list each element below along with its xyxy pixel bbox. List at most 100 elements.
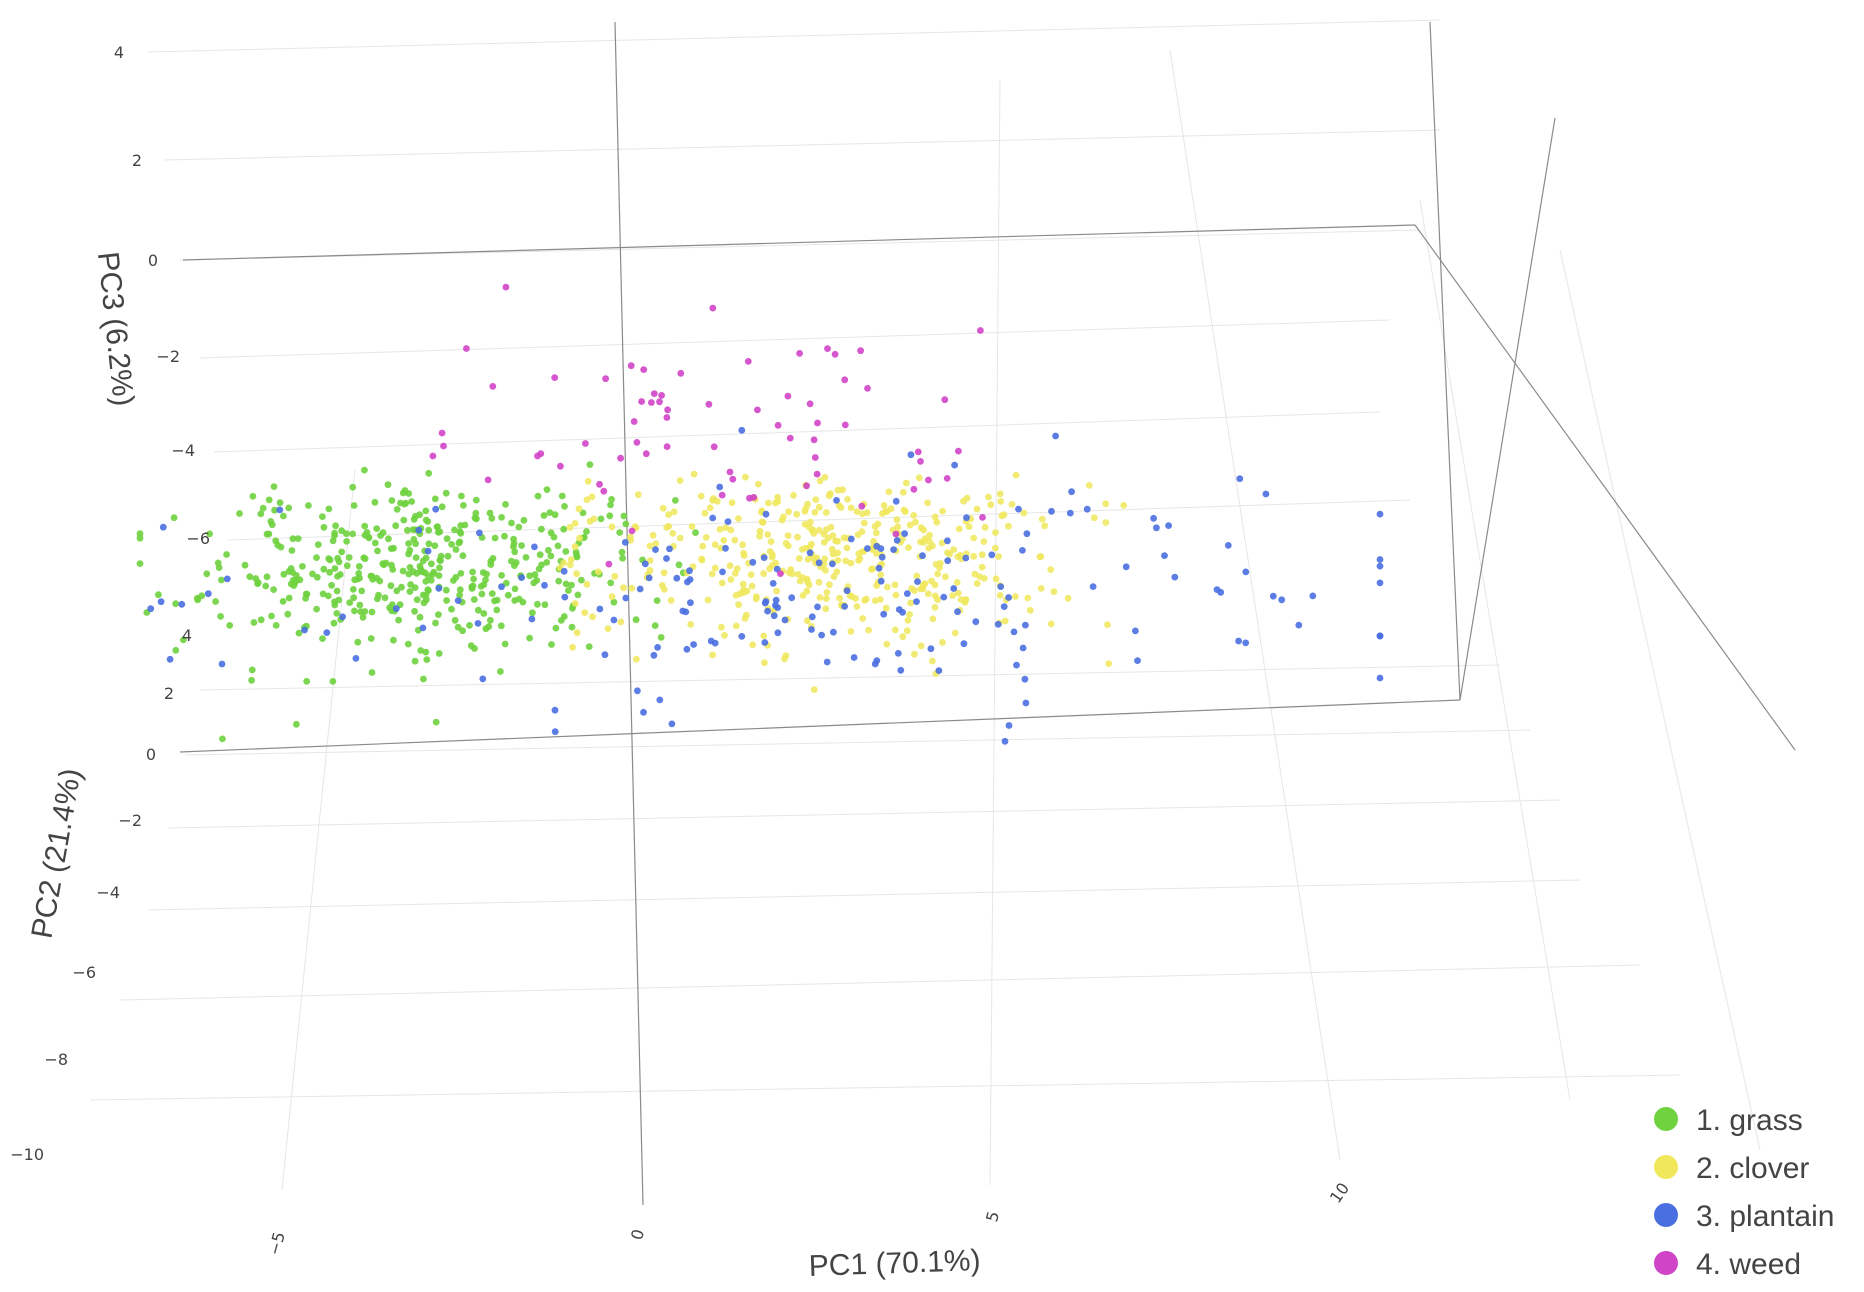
data-point-clover <box>823 589 831 596</box>
data-point-clover <box>676 477 684 484</box>
data-point-clover <box>732 592 740 599</box>
data-point-grass <box>293 576 300 584</box>
data-point-grass <box>350 502 358 509</box>
data-point-grass <box>552 624 560 632</box>
legend-item-clover[interactable]: 2. clover <box>1654 1152 1809 1185</box>
data-point-clover <box>821 473 829 481</box>
data-point-grass <box>491 534 499 542</box>
data-point-grass <box>425 469 433 477</box>
z-axis-ticks: 4 2 0 −2 −4 −6 <box>114 43 210 548</box>
data-point-clover <box>861 596 868 604</box>
data-point-plantain <box>823 658 831 666</box>
data-point-weed <box>658 392 665 399</box>
data-point-grass <box>263 573 271 581</box>
data-point-clover <box>847 504 855 512</box>
data-point-grass <box>486 509 494 517</box>
data-point-plantain <box>551 706 559 714</box>
data-point-weed <box>656 398 663 406</box>
data-point-plantain <box>323 629 331 636</box>
data-point-plantain <box>1309 592 1317 600</box>
data-point-plantain <box>1083 505 1091 513</box>
data-point-grass <box>284 610 292 618</box>
data-point-grass <box>454 623 462 631</box>
data-point-grass <box>343 562 351 570</box>
data-point-grass <box>271 506 278 514</box>
data-point-grass <box>468 583 476 591</box>
data-point-grass <box>457 570 465 577</box>
data-point-clover <box>670 508 678 516</box>
data-point-clover <box>742 473 749 481</box>
data-point-clover <box>567 556 575 563</box>
axis-line <box>1429 21 1461 701</box>
data-point-grass <box>501 640 509 648</box>
data-point-plantain <box>829 560 836 568</box>
data-point-clover <box>882 604 890 612</box>
data-point-grass <box>444 552 452 560</box>
data-point-plantain <box>944 557 952 565</box>
data-point-clover <box>873 582 880 589</box>
legend-item-plantain[interactable]: 3. plantain <box>1654 1200 1834 1233</box>
data-point-grass <box>435 611 442 618</box>
data-point-grass <box>555 577 563 585</box>
data-point-grass <box>498 514 505 521</box>
data-point-clover <box>604 625 612 632</box>
data-point-plantain <box>774 629 782 637</box>
legend-item-weed[interactable]: 4. weed <box>1654 1248 1801 1281</box>
data-point-grass <box>276 499 284 507</box>
data-point-weed <box>640 366 648 373</box>
data-point-clover <box>836 594 843 602</box>
data-point-grass <box>280 570 288 578</box>
data-point-grass <box>653 597 661 604</box>
data-point-clover <box>1085 482 1093 489</box>
axis-lines <box>179 21 1796 1206</box>
data-point-grass <box>451 616 459 624</box>
data-point-grass <box>561 503 568 510</box>
data-point-clover <box>727 576 735 583</box>
data-point-grass <box>431 542 439 550</box>
data-point-grass <box>290 582 298 589</box>
data-point-weed <box>605 560 613 568</box>
grid-line <box>89 1074 1681 1101</box>
data-point-plantain <box>645 574 653 582</box>
data-point-clover <box>749 641 756 649</box>
data-point-clover <box>726 562 734 570</box>
data-point-clover <box>718 623 725 631</box>
data-point-grass <box>302 594 309 602</box>
data-point-clover <box>690 470 698 478</box>
data-point-grass <box>330 619 338 627</box>
data-point-grass <box>474 606 482 614</box>
data-point-grass <box>606 512 614 520</box>
data-point-plantain <box>498 583 505 591</box>
data-point-clover <box>773 587 780 595</box>
data-point-grass <box>356 601 364 609</box>
data-point-plantain <box>1242 568 1250 576</box>
data-point-grass <box>320 523 328 531</box>
legend-marker-clover <box>1654 1155 1678 1179</box>
data-point-weed <box>892 530 900 538</box>
data-point-plantain <box>774 604 782 611</box>
data-point-clover <box>834 557 842 564</box>
data-point-clover <box>821 555 828 563</box>
data-point-clover <box>1037 585 1045 592</box>
data-point-clover <box>973 580 981 587</box>
data-point-clover <box>953 579 961 586</box>
data-point-plantain <box>951 461 958 469</box>
data-point-clover <box>812 496 820 503</box>
data-point-clover <box>843 544 851 552</box>
data-point-clover <box>980 538 988 545</box>
data-point-grass <box>384 481 392 489</box>
data-point-grass <box>546 509 554 516</box>
data-point-grass <box>413 596 421 604</box>
data-point-plantain <box>950 585 958 592</box>
data-point-grass <box>470 575 477 583</box>
data-point-clover <box>787 566 795 573</box>
legend-item-grass[interactable]: 1. grass <box>1654 1104 1803 1137</box>
data-point-clover <box>778 516 786 524</box>
data-point-grass <box>289 535 297 543</box>
data-point-grass <box>515 523 523 531</box>
data-point-clover <box>764 499 772 507</box>
data-point-clover <box>965 523 973 530</box>
data-point-grass <box>280 512 287 520</box>
data-point-clover <box>919 585 927 593</box>
data-point-grass <box>350 594 358 602</box>
